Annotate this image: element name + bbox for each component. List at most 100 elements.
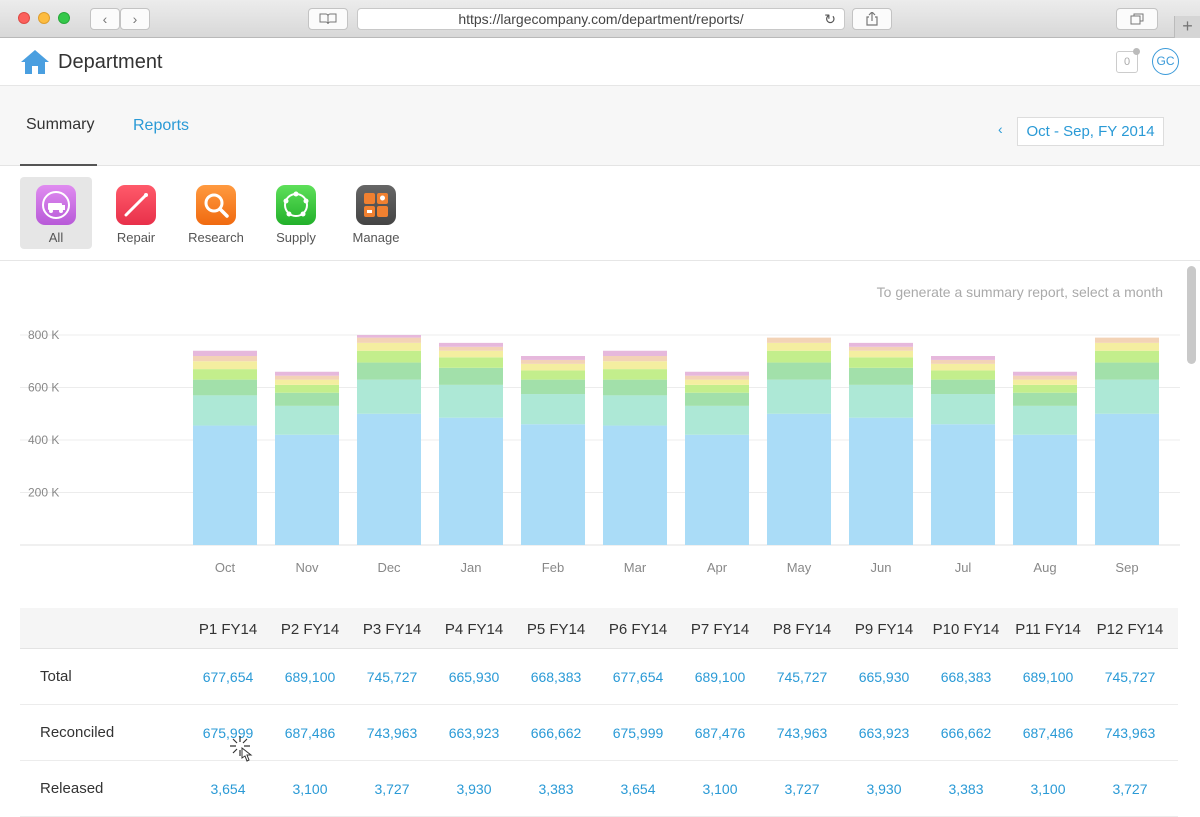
table-cell-link[interactable]: 3,100 xyxy=(292,781,328,797)
bar-segment[interactable] xyxy=(767,337,831,343)
bar-segment[interactable] xyxy=(685,392,749,406)
bar-segment[interactable] xyxy=(193,425,257,545)
table-cell-link[interactable]: 689,100 xyxy=(694,669,746,685)
bar-segment[interactable] xyxy=(849,342,913,347)
column-header[interactable]: P11 FY14 xyxy=(1015,621,1081,638)
bar-segment[interactable] xyxy=(439,367,503,385)
bar-segment[interactable] xyxy=(849,417,913,545)
table-cell-link[interactable]: 668,383 xyxy=(940,669,992,685)
bar-segment[interactable] xyxy=(521,424,585,545)
bar-segment[interactable] xyxy=(357,413,421,545)
table-cell-link[interactable]: 3,100 xyxy=(702,781,738,797)
notification-badge[interactable]: 0 xyxy=(1116,51,1138,73)
period-selector[interactable]: Oct - Sep, FY 2014 xyxy=(1017,117,1164,146)
bar-segment[interactable] xyxy=(275,379,339,385)
bar-segment[interactable] xyxy=(767,379,831,414)
bar-segment[interactable] xyxy=(603,361,667,370)
column-header[interactable]: P8 FY14 xyxy=(772,621,832,638)
table-cell-link[interactable]: 665,930 xyxy=(448,669,500,685)
bar-segment[interactable] xyxy=(1013,375,1077,380)
column-header[interactable]: P2 FY14 xyxy=(280,621,340,638)
table-cell-link[interactable]: 3,727 xyxy=(374,781,410,797)
table-cell-link[interactable]: 3,100 xyxy=(1030,781,1066,797)
bar-segment[interactable] xyxy=(1095,362,1159,380)
table-cell-link[interactable]: 3,654 xyxy=(210,781,246,797)
previous-period-button[interactable]: ‹ xyxy=(998,121,1003,137)
table-cell-link[interactable]: 663,923 xyxy=(858,725,910,741)
bar-segment[interactable] xyxy=(521,370,585,380)
table-cell-link[interactable]: 689,100 xyxy=(284,669,336,685)
table-cell-link[interactable]: 745,727 xyxy=(366,669,418,685)
reload-icon[interactable]: ↻ xyxy=(824,11,836,27)
bar-segment[interactable] xyxy=(193,379,257,396)
bar-segment[interactable] xyxy=(1013,384,1077,393)
bar-segment[interactable] xyxy=(767,362,831,380)
bar-segment[interactable] xyxy=(357,342,421,351)
column-header[interactable]: P10 FY14 xyxy=(932,621,1000,638)
table-cell-link[interactable]: 687,476 xyxy=(694,725,746,741)
bar-segment[interactable] xyxy=(193,395,257,426)
bar-segment[interactable] xyxy=(275,405,339,435)
category-supply[interactable]: Supply xyxy=(260,177,332,249)
bar-segment[interactable] xyxy=(931,394,995,425)
table-cell-link[interactable]: 3,930 xyxy=(866,781,902,797)
bar-segment[interactable] xyxy=(1013,434,1077,545)
bar-segment[interactable] xyxy=(521,394,585,425)
bar-segment[interactable] xyxy=(931,363,995,371)
bar-segment[interactable] xyxy=(521,359,585,364)
bar-segment[interactable] xyxy=(685,434,749,545)
bar-segment[interactable] xyxy=(439,417,503,545)
bar-segment[interactable] xyxy=(849,350,913,358)
column-header[interactable]: P4 FY14 xyxy=(444,621,504,638)
close-window-button[interactable] xyxy=(18,12,30,24)
column-header[interactable]: P12 FY14 xyxy=(1096,621,1164,638)
column-header[interactable]: P9 FY14 xyxy=(854,621,914,638)
column-header[interactable]: P3 FY14 xyxy=(362,621,422,638)
category-repair[interactable]: Repair xyxy=(100,177,172,249)
bar-segment[interactable] xyxy=(767,342,831,351)
table-cell-link[interactable]: 663,923 xyxy=(448,725,500,741)
bookmarks-button[interactable] xyxy=(308,8,348,30)
bar-segment[interactable] xyxy=(439,350,503,358)
bar-segment[interactable] xyxy=(1095,350,1159,363)
table-cell-link[interactable]: 666,662 xyxy=(530,725,582,741)
bar-segment[interactable] xyxy=(1013,392,1077,406)
tab-reports[interactable]: Reports xyxy=(133,117,190,134)
column-header[interactable]: P1 FY14 xyxy=(198,621,258,638)
bar-segment[interactable] xyxy=(193,356,257,362)
forward-button[interactable]: › xyxy=(120,8,150,30)
bar-segment[interactable] xyxy=(767,350,831,363)
table-cell-link[interactable]: 665,930 xyxy=(858,669,910,685)
bar-segment[interactable] xyxy=(357,350,421,363)
column-header[interactable]: P6 FY14 xyxy=(608,621,668,638)
bar-segment[interactable] xyxy=(439,357,503,368)
bar-segment[interactable] xyxy=(849,346,913,351)
bar-segment[interactable] xyxy=(275,371,339,376)
bar-segment[interactable] xyxy=(685,379,749,385)
table-cell-link[interactable]: 3,727 xyxy=(1112,781,1148,797)
avatar[interactable]: GC xyxy=(1152,48,1179,75)
address-bar[interactable]: https://largecompany.com/department/repo… xyxy=(357,8,845,30)
table-cell-link[interactable]: 743,963 xyxy=(366,725,418,741)
table-cell-link[interactable]: 3,727 xyxy=(784,781,820,797)
tabs-overview-button[interactable] xyxy=(1116,8,1158,30)
table-cell-link[interactable]: 743,963 xyxy=(776,725,828,741)
bar-segment[interactable] xyxy=(275,384,339,393)
category-manage[interactable]: Manage xyxy=(340,177,412,249)
maximize-window-button[interactable] xyxy=(58,12,70,24)
table-cell-link[interactable]: 3,654 xyxy=(620,781,656,797)
table-cell-link[interactable]: 668,383 xyxy=(530,669,582,685)
bar-segment[interactable] xyxy=(931,379,995,395)
table-cell-link[interactable]: 745,727 xyxy=(776,669,828,685)
category-research[interactable]: Research xyxy=(180,177,252,249)
bar-segment[interactable] xyxy=(931,424,995,545)
bar-segment[interactable] xyxy=(1095,379,1159,414)
bar-segment[interactable] xyxy=(603,350,667,356)
bar-segment[interactable] xyxy=(1013,379,1077,385)
home-icon[interactable] xyxy=(20,49,50,75)
bar-segment[interactable] xyxy=(685,384,749,393)
bar-segment[interactable] xyxy=(193,350,257,356)
table-cell-link[interactable]: 687,486 xyxy=(1022,725,1074,741)
bar-segment[interactable] xyxy=(931,359,995,364)
table-cell-link[interactable]: 677,654 xyxy=(612,669,664,685)
